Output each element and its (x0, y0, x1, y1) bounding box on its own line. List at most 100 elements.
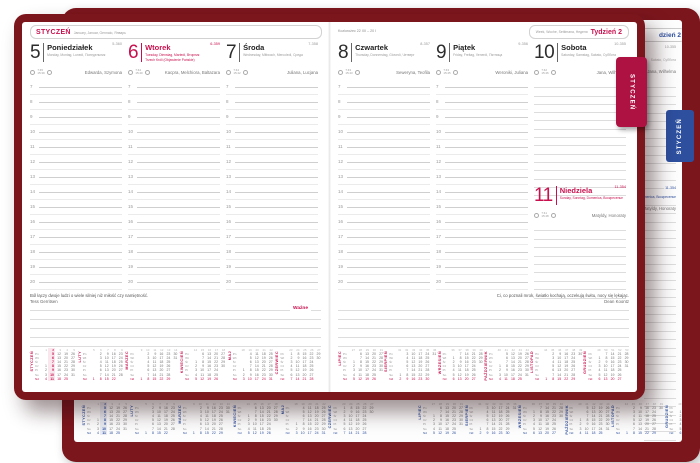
ruled-line (644, 265, 676, 273)
hour-slot[interactable]: 18 (30, 245, 122, 260)
mini-calendar-październik: PAŹDZIERNIK 40 41 42 43 44 Pn 5 12 19 26 Wt 6 13 20 27 Ś… (565, 402, 611, 435)
hour-slot[interactable]: 13 (128, 170, 220, 185)
hour-slot[interactable]: 12 (226, 155, 318, 170)
hour-slot[interactable]: 7 (338, 80, 430, 95)
hour-slot[interactable]: 10 (128, 125, 220, 140)
hour-slot[interactable]: 15 (128, 200, 220, 215)
hour-slot[interactable]: 12 (436, 155, 528, 170)
hour-slot[interactable]: 14 (30, 185, 122, 200)
hour-slot[interactable]: 9 (226, 110, 318, 125)
day-translations: Monday, Montag, Lunedì, Понедельник (47, 53, 106, 57)
hour-slot[interactable]: 15 (338, 200, 430, 215)
hour-slot[interactable]: 7 (436, 80, 528, 95)
hour-slot[interactable]: 17 (30, 230, 122, 245)
open-pages: STYCZEŃ January, Januar, Gennaio, Январь… (22, 22, 637, 392)
hour-slot[interactable]: 11 (338, 140, 430, 155)
hour-slot[interactable]: 16 (436, 215, 528, 230)
hour-slot[interactable]: 17 (128, 230, 220, 245)
hour-slot[interactable]: 18 (436, 245, 528, 260)
hour-slot[interactable]: 12 (30, 155, 122, 170)
hour-slot[interactable]: 11 (226, 140, 318, 155)
hour-slot[interactable]: 16 (338, 215, 430, 230)
hour-slot[interactable]: 17 (338, 230, 430, 245)
day-name: Czwartek (355, 43, 389, 52)
mini-calendar-month-label: CZERWIEC (328, 405, 333, 429)
sunrise-time: 7:43 (345, 68, 351, 72)
hour-label: 20 (128, 278, 134, 284)
hour-label: 14 (436, 188, 442, 194)
hour-slot[interactable]: 15 (30, 200, 122, 215)
day-translations: Saturday, Samstag, Sabato, Суббота (561, 53, 616, 57)
hour-slot[interactable]: 8 (226, 95, 318, 110)
divider (557, 43, 559, 62)
hour-slot[interactable]: 17 (226, 230, 318, 245)
hour-slot[interactable]: 14 (128, 185, 220, 200)
hour-slot[interactable]: 10 (30, 125, 122, 140)
hour-slot[interactable]: 13 (338, 170, 430, 185)
hour-slot[interactable]: 19 (226, 260, 318, 275)
hour-slot[interactable]: 14 (338, 185, 430, 200)
hour-slot[interactable]: 9 (128, 110, 220, 125)
hour-slot[interactable]: 16 (30, 215, 122, 230)
mini-calendar-maj: MAJ 18 19 20 21 22 Pn 4 11 18 25 Wt 5 12 19 26 Śr 6 13 20 27… (281, 402, 327, 435)
hour-slot[interactable]: 13 (226, 170, 318, 185)
hour-slot[interactable]: 13 (30, 170, 122, 185)
hour-slot[interactable]: 18 (226, 245, 318, 260)
hour-slot[interactable]: 12 (128, 155, 220, 170)
hour-slot[interactable]: 19 (436, 260, 528, 275)
hour-slot[interactable]: 20 (128, 275, 220, 290)
hour-slot[interactable]: 18 (128, 245, 220, 260)
month-tab-blue[interactable]: STYCZEŃ (666, 110, 694, 162)
hour-slot[interactable]: 19 (128, 260, 220, 275)
day-column-wednesday: 7-358 7 Środa Wednesday, Mittwoch, Merco… (226, 42, 319, 290)
hour-slot[interactable]: 10 (226, 125, 318, 140)
hour-slot[interactable]: 7 (30, 80, 122, 95)
hour-slot[interactable]: 15 (226, 200, 318, 215)
day-info-row: 7:44 15:42 Juliana, Lucjana (226, 68, 319, 78)
hour-slot[interactable]: 14 (436, 185, 528, 200)
sun-times: 7:44 15:42 (233, 68, 241, 76)
hour-slot[interactable]: 17 (436, 230, 528, 245)
mini-calendar-month-label: WRZESIEŃ (437, 351, 442, 375)
hour-slot[interactable]: 11 (436, 140, 528, 155)
hour-slot[interactable]: 20 (436, 275, 528, 290)
hour-slot[interactable]: 10 (338, 125, 430, 140)
notes-area[interactable]: Ważne (30, 302, 321, 347)
hour-slot[interactable]: 8 (30, 95, 122, 110)
ruled-line (534, 113, 626, 122)
hour-slot[interactable]: 20 (338, 275, 430, 290)
mini-calendar-marzec: MARZEC 9 10 11 12 13 14 Pn 2 9 16 23 30 Wt 3 10 17 24 31 Śr… (178, 402, 231, 435)
hour-slot[interactable]: 19 (338, 260, 430, 275)
mini-calendar-luty: LUTY 5 6 7 8 9 Pn 2 9 16 23 Wt 3 10 17 24 Śr 4 11 18 25 Cz 5 12… (130, 402, 176, 435)
hour-slot[interactable]: 8 (338, 95, 430, 110)
month-tab-january[interactable]: STYCZEŃ (616, 57, 647, 127)
sunset-time: 15:42 (233, 71, 241, 76)
day-name: Poniedziałek (47, 43, 93, 52)
hour-slot[interactable]: 20 (226, 275, 318, 290)
hour-slot[interactable]: 19 (30, 260, 122, 275)
hour-slot[interactable]: 9 (436, 110, 528, 125)
hour-slot[interactable]: 8 (128, 95, 220, 110)
sunrise-time: 7:42 (541, 68, 547, 72)
hour-slot[interactable]: 16 (128, 215, 220, 230)
hour-slot[interactable]: 8 (436, 95, 528, 110)
hour-slot[interactable]: 7 (128, 80, 220, 95)
hour-slot[interactable]: 18 (338, 245, 430, 260)
hour-slot[interactable]: 11 (30, 140, 122, 155)
hour-slot[interactable]: 9 (338, 110, 430, 125)
hour-slot[interactable]: 14 (226, 185, 318, 200)
sunrise-time: 7:45 (37, 68, 43, 72)
mini-calendar-październik: PAŹDZIERNIK 40 41 42 43 44 Pn 5 12 19 26 Wt 6 13 20 27 Ś… (484, 348, 530, 381)
notes-area[interactable] (338, 302, 629, 347)
hour-slot[interactable]: 10 (436, 125, 528, 140)
hour-slot[interactable]: 7 (226, 80, 318, 95)
hour-slot[interactable]: 13 (436, 170, 528, 185)
hour-label: 13 (30, 173, 36, 179)
hour-slot[interactable]: 20 (30, 275, 122, 290)
hour-slot[interactable]: 11 (128, 140, 220, 155)
mini-calendar-czerwiec: CZERWIEC 23 24 25 26 27 Pn 1 8 15 22 29 Wt 2 9 16 23 30 Śr… (275, 348, 321, 381)
hour-slot[interactable]: 16 (226, 215, 318, 230)
hour-slot[interactable]: 15 (436, 200, 528, 215)
hour-slot[interactable]: 12 (338, 155, 430, 170)
hour-slot[interactable]: 9 (30, 110, 122, 125)
